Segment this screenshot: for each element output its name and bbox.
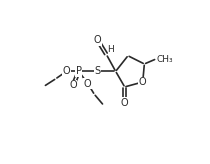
Text: O: O [84, 79, 92, 89]
Text: S: S [94, 66, 101, 76]
Text: O: O [94, 35, 101, 45]
Text: O: O [63, 66, 70, 76]
Text: O: O [69, 80, 77, 90]
Text: CH₃: CH₃ [157, 55, 173, 63]
Text: H: H [108, 45, 114, 54]
Text: P: P [76, 66, 82, 76]
Text: O: O [121, 98, 129, 107]
Text: O: O [139, 77, 147, 87]
